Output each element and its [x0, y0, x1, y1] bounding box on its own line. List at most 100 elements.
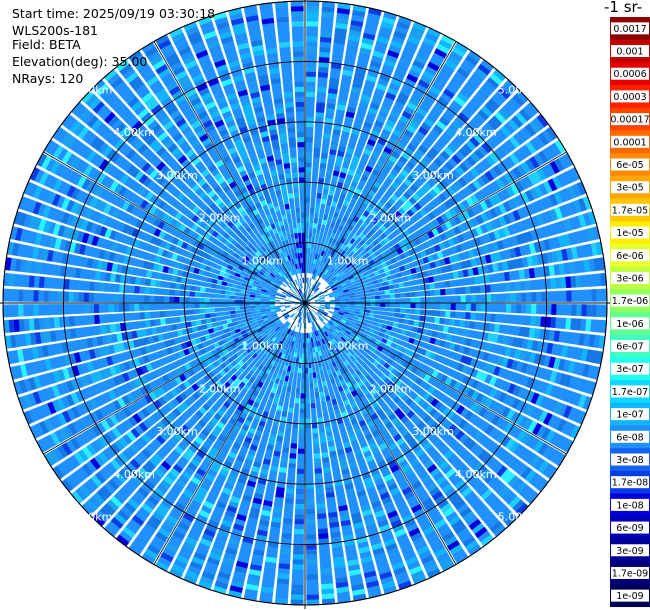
- radar-gate: [289, 228, 294, 235]
- radar-gate: [286, 386, 292, 393]
- radar-gate: [410, 297, 416, 303]
- radar-gate: [299, 278, 302, 284]
- radar-gate: [281, 66, 292, 73]
- radar-gate: [510, 292, 517, 303]
- radar-ray: [304, 113, 549, 304]
- radar-gate: [98, 282, 105, 292]
- radar-gate: [189, 309, 195, 315]
- radar-gate: [234, 306, 241, 311]
- radar-ray: [309, 153, 574, 301]
- radar-gate: [350, 300, 356, 303]
- radar-gate: [43, 304, 49, 316]
- radar-gate: [284, 224, 290, 231]
- radar-gate: [310, 197, 316, 203]
- radar-gate: [291, 172, 298, 178]
- radar-gate: [315, 202, 321, 209]
- radar-gate: [123, 303, 130, 312]
- radar-gate: [306, 36, 318, 42]
- radar-gate: [313, 152, 321, 158]
- radar-gate: [153, 295, 160, 303]
- radar-gate: [289, 152, 297, 158]
- radar-gate: [239, 303, 245, 307]
- radar-gate: [83, 303, 89, 314]
- radar-gate: [282, 76, 293, 83]
- radar-gate: [317, 187, 323, 194]
- radar-gate: [383, 285, 390, 291]
- radar-gate: [541, 291, 547, 302]
- radar-gate: [200, 281, 207, 287]
- radar-gate: [586, 289, 593, 302]
- radar-gate: [300, 257, 303, 264]
- radar-gate: [317, 291, 323, 295]
- radar-gate: [283, 380, 288, 387]
- radar-gate: [475, 294, 482, 303]
- radar-gate: [313, 217, 319, 224]
- radar-gate: [283, 219, 288, 226]
- radar-gate: [318, 172, 325, 179]
- radar-gate: [134, 285, 140, 294]
- radar-gate: [316, 91, 327, 98]
- radar-gate: [292, 31, 304, 37]
- radar-gate: [299, 252, 303, 259]
- radar-gate: [259, 303, 265, 306]
- radar-gate: [194, 297, 200, 303]
- radar-ray: [331, 167, 581, 291]
- radar-gate: [308, 232, 313, 239]
- radar-gate: [308, 296, 314, 301]
- radar-gate: [154, 287, 160, 295]
- radar-gate: [205, 318, 212, 324]
- radar-gate: [359, 296, 366, 300]
- radar-gate: [312, 162, 320, 168]
- radar-gate: [108, 303, 115, 313]
- radar-gate: [294, 81, 305, 87]
- radar-gate: [319, 167, 326, 174]
- radar-ray: [304, 181, 587, 304]
- radar-gate: [311, 291, 316, 296]
- radar-gate: [294, 237, 299, 244]
- radar-gate: [315, 233, 320, 240]
- radar-gate: [236, 284, 242, 290]
- radar-gate: [306, 10, 319, 17]
- radar-gate: [226, 282, 233, 288]
- radar-gate: [305, 212, 310, 218]
- radar-gate: [214, 312, 221, 317]
- radar-gate: [470, 285, 476, 294]
- radar-gate: [224, 294, 231, 299]
- radar-gate: [179, 296, 185, 303]
- radar-gate: [306, 41, 318, 47]
- radar-gate: [219, 294, 226, 299]
- radar-gate: [220, 285, 227, 291]
- radar-gate: [283, 198, 289, 205]
- radar-gate: [234, 310, 241, 314]
- radar-gate: [78, 315, 85, 326]
- radar-gate: [505, 293, 512, 303]
- radar-gate: [189, 297, 195, 303]
- radar-gate: [302, 242, 305, 248]
- radar-gate: [373, 287, 380, 292]
- radar-gate: [98, 314, 105, 324]
- radar-gate: [189, 285, 196, 291]
- radar-gate: [440, 288, 446, 296]
- radar-gate: [305, 197, 311, 203]
- radar-gate: [294, 197, 300, 203]
- radar-gate: [305, 187, 311, 193]
- radar-gate: [239, 306, 246, 310]
- radar-gate: [313, 222, 318, 229]
- radar-ray: [326, 90, 529, 283]
- radar-gate: [435, 289, 441, 296]
- radar-gate: [290, 5, 304, 12]
- radar-gate: [220, 315, 227, 321]
- radar-gate: [319, 162, 327, 169]
- radar-gate: [329, 299, 336, 302]
- radar-gate: [189, 303, 195, 309]
- radar-gate: [389, 293, 396, 299]
- radar-gate: [148, 303, 155, 311]
- radar-gate: [305, 232, 309, 238]
- radar-gate: [103, 282, 110, 292]
- radar-gate: [209, 312, 216, 318]
- radar-gate: [28, 304, 34, 317]
- radar-gate: [601, 288, 608, 302]
- radar-gate: [300, 212, 305, 218]
- radar-gate: [303, 307, 305, 314]
- radar-gate: [296, 121, 305, 128]
